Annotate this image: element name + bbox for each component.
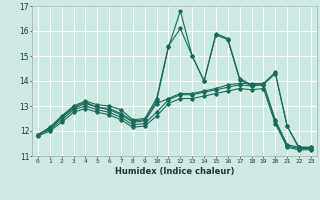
X-axis label: Humidex (Indice chaleur): Humidex (Indice chaleur): [115, 167, 234, 176]
